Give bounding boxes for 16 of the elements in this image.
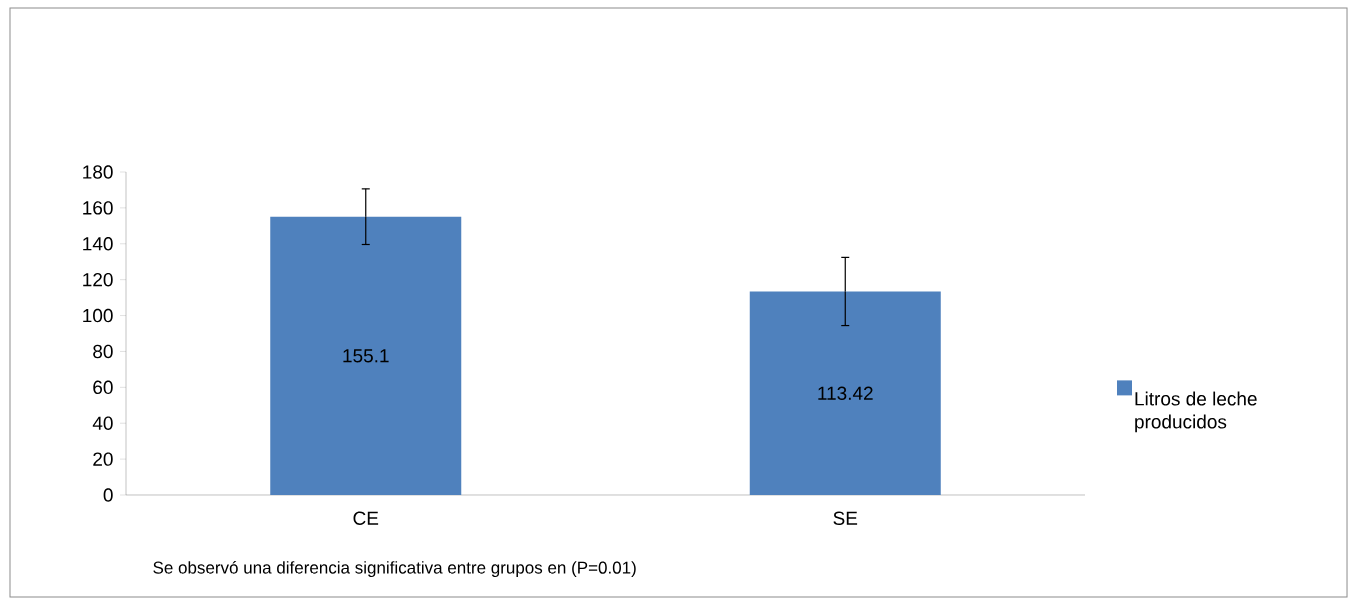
y-tick-label: 120: [83, 272, 113, 287]
y-tick-label: 20: [93, 452, 113, 466]
data-label: 113.42: [818, 386, 873, 400]
text: Se observó una diferencia significativa entre grupos en (P=0.01): [153, 560, 636, 578]
y-tick-label: 100: [83, 308, 113, 323]
y-tick-label: 140: [83, 237, 113, 251]
x-tick-label: SE: [833, 511, 858, 525]
y-tick-label: 0: [103, 488, 113, 502]
legend-label: Litros de leche producidos: [1135, 391, 1257, 433]
data-label: 155.1: [343, 349, 389, 363]
x-tick-label: CE: [353, 511, 379, 525]
y-tick-label: 40: [92, 416, 113, 430]
y-tick-label: 80: [93, 344, 113, 359]
y-tick-label: 180: [83, 165, 113, 179]
y-tick-label: 160: [83, 201, 113, 215]
y-tick-label: 60: [93, 380, 113, 395]
